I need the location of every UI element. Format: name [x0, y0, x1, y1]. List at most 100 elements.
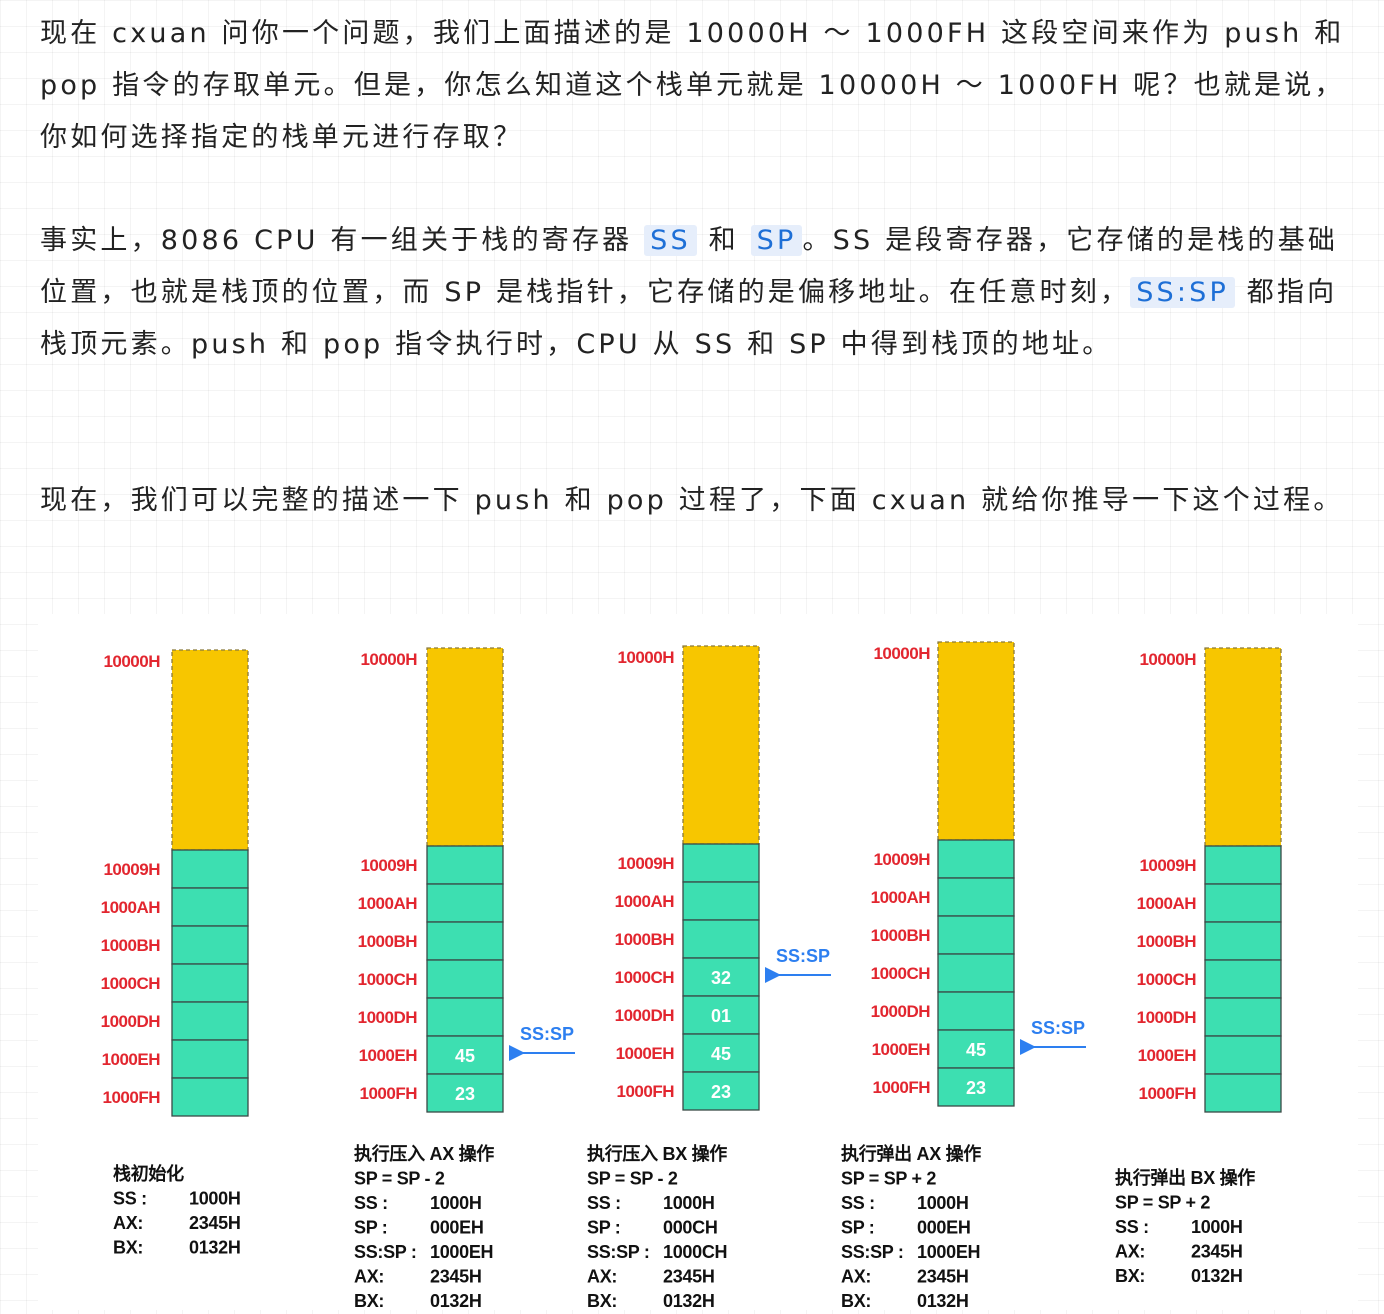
stack-cell [426, 845, 504, 885]
caption-key: BX: [354, 1291, 384, 1310]
free-stack-region [937, 641, 1015, 841]
caption-value: 1000H [917, 1193, 969, 1213]
address-label: 1000BH [871, 926, 931, 945]
free-stack-region [1204, 647, 1282, 847]
caption-key: BX: [587, 1291, 617, 1310]
caption-value: 2345H [663, 1267, 715, 1287]
address-label: 10009H [1139, 856, 1196, 875]
address-label: 1000BH [101, 936, 161, 955]
code-ss: SS [644, 225, 697, 256]
stack-stage: 10000H 10009H 1000AH 1000BH 1000CH 1000DH 1000… [841, 641, 1086, 1311]
caption-line: SP = SP - 2 [354, 1169, 445, 1189]
pointer-label: SS:SP [776, 946, 830, 966]
caption-value: 000EH [917, 1218, 971, 1238]
stack-diagram-svg: 10000H 10009H 1000AH 1000BH 1000CH 1000DH 1000… [101, 641, 1282, 1311]
caption-title: 执行弹出 BX 操作 [1115, 1167, 1255, 1188]
address-label: 10009H [873, 850, 930, 869]
stack-cell [682, 957, 760, 997]
paragraph-text: 事实上，8086 CPU 有一组关于栈的寄存器 [40, 225, 645, 256]
address-label: 1000FH [617, 1082, 675, 1101]
stack-cell [426, 1035, 504, 1075]
stack-cell [171, 1077, 249, 1117]
stack-cell [682, 919, 760, 959]
stack-diagram: 10000H 10009H 1000AH 1000BH 1000CH 1000DH 1000… [38, 614, 1358, 1311]
caption-line: SP = SP - 2 [587, 1169, 678, 1189]
stack-cell [937, 1067, 1015, 1107]
pointer-label: SS:SP [1031, 1018, 1085, 1038]
stack-cell [426, 959, 504, 999]
caption-line: SP = SP + 2 [1115, 1193, 1210, 1213]
caption-value: 0132H [917, 1291, 969, 1310]
caption-value: 1000EH [430, 1242, 493, 1262]
address-label: 1000BH [1137, 932, 1197, 951]
caption-key: SP : [354, 1218, 387, 1238]
stack-cell [937, 1029, 1015, 1069]
address-label: 1000CH [101, 974, 161, 993]
stack-cell [171, 963, 249, 1003]
caption-title: 执行压入 BX 操作 [587, 1143, 727, 1164]
stack-cell [171, 849, 249, 889]
address-label: 1000FH [103, 1088, 161, 1107]
caption-value: 000EH [430, 1218, 484, 1238]
caption-value: 0132H [663, 1291, 715, 1310]
stack-cell [1204, 921, 1282, 961]
code-sp: SP [750, 225, 803, 256]
caption-key: SS : [587, 1193, 621, 1213]
caption-value: 1000EH [917, 1242, 980, 1262]
stack-cell [682, 1071, 760, 1111]
paragraph-question: 现在 cxuan 问你一个问题，我们上面描述的是 10000H ～ 1000FH… [40, 8, 1355, 164]
caption-value: 0132H [189, 1238, 241, 1258]
caption-value: 1000H [1191, 1217, 1243, 1237]
address-label: 1000DH [1137, 1008, 1197, 1027]
caption-value: 1000CH [663, 1242, 727, 1262]
address-label: 1000AH [1137, 894, 1197, 913]
address-label: 1000DH [101, 1012, 161, 1031]
address-label: 1000EH [359, 1046, 418, 1065]
stack-cell [171, 1001, 249, 1041]
caption-key: AX: [1115, 1242, 1145, 1262]
caption-key: SS : [1115, 1217, 1149, 1237]
address-label: 1000FH [360, 1084, 418, 1103]
address-label: 1000CH [1137, 970, 1197, 989]
address-label-top: 10000H [873, 644, 930, 663]
paragraph-text: 都指向栈顶元素。push 和 pop 指令执行时，CPU 从 SS 和 SP 中… [40, 277, 1338, 360]
cell-value: 45 [711, 1044, 731, 1064]
caption-key: SS : [841, 1193, 875, 1213]
address-label: 1000AH [871, 888, 931, 907]
address-label: 10009H [360, 856, 417, 875]
address-label: 10009H [103, 860, 160, 879]
stack-cell [1204, 883, 1282, 923]
stack-cell [426, 997, 504, 1037]
address-label-top: 10000H [360, 650, 417, 669]
address-label: 10009H [617, 854, 674, 873]
cell-value: 01 [711, 1006, 731, 1026]
stack-cell [937, 839, 1015, 879]
paragraph-intro: 现在，我们可以完整的描述一下 push 和 pop 过程了，下面 cxuan 就… [40, 475, 1355, 527]
caption-key: AX: [587, 1267, 617, 1287]
caption-key: AX: [841, 1267, 871, 1287]
stack-cell [682, 843, 760, 883]
caption-line: SP = SP + 2 [841, 1169, 936, 1189]
caption-key: AX: [113, 1213, 143, 1233]
cell-value: 32 [711, 968, 731, 988]
stack-cell [937, 915, 1015, 955]
caption-value: 2345H [917, 1267, 969, 1287]
stack-cell [426, 883, 504, 923]
address-label: 1000CH [871, 964, 931, 983]
stack-cell [171, 887, 249, 927]
address-label: 1000CH [358, 970, 418, 989]
stack-cell [682, 881, 760, 921]
stack-cell [937, 953, 1015, 993]
caption-value: 1000H [430, 1193, 482, 1213]
stack-cell [1204, 1073, 1282, 1113]
address-label-top: 10000H [617, 648, 674, 667]
cell-value: 23 [966, 1078, 986, 1098]
address-label: 1000AH [101, 898, 161, 917]
caption-value: 000CH [663, 1218, 718, 1238]
stack-stage: 10000H 10009H 1000AH 1000BH 1000CH 1000DH 1000… [1115, 647, 1282, 1286]
stack-cell [1204, 959, 1282, 999]
address-label: 1000DH [615, 1006, 675, 1025]
paragraph-text: 现在，我们可以完整的描述一下 push 和 pop 过程了，下面 cxuan 就… [40, 485, 1344, 516]
address-label: 1000AH [358, 894, 418, 913]
paragraph-registers: 事实上，8086 CPU 有一组关于栈的寄存器 SS 和 SP 。SS 是段寄存器… [40, 215, 1355, 371]
